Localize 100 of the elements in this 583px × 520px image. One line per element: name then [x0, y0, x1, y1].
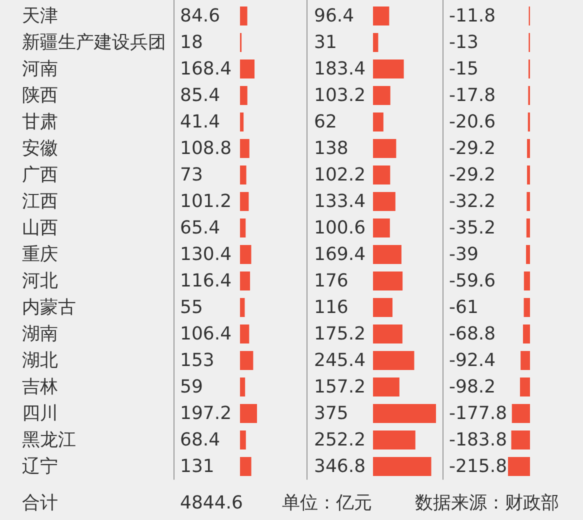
y-tick-label: 安徽 — [22, 138, 58, 159]
data-label: 183.4 — [314, 58, 366, 80]
data-label: -177.8 — [449, 403, 508, 424]
bar — [240, 60, 255, 78]
bar — [373, 33, 378, 52]
data-label: 103.2 — [314, 85, 366, 106]
y-tick-label: 新疆生产建设兵团 — [22, 32, 166, 53]
data-label: 55 — [180, 297, 203, 318]
bar — [240, 112, 244, 132]
data-label: -183.8 — [449, 430, 508, 450]
data-label: -35.2 — [449, 218, 496, 238]
y-tick-label: 天津 — [22, 6, 58, 26]
text: 单位：亿元 — [282, 492, 372, 514]
bar — [373, 457, 432, 476]
y-tick-label: 四川 — [22, 403, 58, 424]
y-tick-label: 辽宁 — [22, 456, 58, 477]
bar — [373, 139, 396, 158]
data-label: -15 — [449, 58, 478, 80]
data-label: 176 — [314, 270, 348, 292]
data-label: -17.8 — [449, 85, 496, 106]
bar — [240, 139, 250, 158]
data-label: -13 — [449, 32, 478, 53]
data-label: -98.2 — [449, 376, 496, 398]
data-label: -29.2 — [449, 164, 496, 186]
data-label: 346.8 — [314, 456, 366, 477]
bar — [240, 378, 246, 396]
data-label: 96.4 — [314, 6, 354, 26]
data-label: -68.8 — [449, 324, 496, 344]
y-tick-label: 山西 — [22, 218, 58, 238]
bar — [240, 298, 245, 317]
bar — [240, 6, 248, 26]
bar — [240, 430, 246, 450]
data-label: 85.4 — [180, 85, 220, 106]
data-label: 84.6 — [180, 6, 220, 26]
data-label: -20.6 — [449, 112, 496, 132]
bar — [373, 218, 390, 238]
bar — [373, 166, 390, 184]
data-label: 168.4 — [180, 58, 232, 80]
bar — [373, 6, 390, 26]
data-label: 73 — [180, 164, 203, 186]
bar — [240, 218, 246, 238]
data-label: -39 — [449, 244, 478, 265]
bar — [373, 112, 384, 132]
bar — [240, 324, 250, 344]
data-label: 169.4 — [314, 244, 366, 265]
y-tick-label: 河北 — [22, 270, 58, 292]
data-label: -32.2 — [449, 191, 496, 212]
source-note: 数据来源：财政部 — [415, 492, 559, 514]
bar — [240, 272, 250, 290]
data-label: -92.4 — [449, 350, 496, 371]
data-label: 157.2 — [314, 376, 366, 398]
data-label: 102.2 — [314, 164, 366, 186]
y-tick-label: 黑龙江 — [22, 430, 76, 450]
data-label: 65.4 — [180, 218, 220, 238]
bar — [240, 166, 246, 184]
bar — [373, 404, 436, 423]
bar — [240, 457, 252, 476]
text: 4844.6 — [180, 492, 243, 514]
bar — [240, 192, 249, 211]
bar — [373, 298, 392, 317]
y-tick-label: 湖南 — [22, 324, 58, 344]
data-label: 245.4 — [314, 350, 366, 371]
data-label: -215.8 — [449, 456, 508, 477]
y-tick-label: 甘肃 — [22, 112, 58, 132]
data-label: 18 — [180, 32, 203, 53]
data-label: 375 — [314, 403, 348, 424]
data-label: 116 — [314, 297, 348, 318]
data-label: 130.4 — [180, 244, 232, 265]
y-tick-label: 河南 — [22, 58, 58, 80]
data-label: 116.4 — [180, 270, 232, 292]
data-label: 41.4 — [180, 112, 220, 132]
bar — [373, 378, 400, 396]
data-label: -11.8 — [449, 6, 496, 26]
bar — [373, 86, 390, 105]
data-label: 62 — [314, 112, 337, 132]
data-label: 133.4 — [314, 191, 366, 212]
y-tick-label: 湖北 — [22, 350, 58, 371]
data-label: 31 — [314, 32, 337, 53]
data-label: 59 — [180, 376, 203, 398]
data-label: 68.4 — [180, 430, 220, 450]
data-label: -29.2 — [449, 138, 496, 159]
bar — [373, 430, 416, 450]
bar — [240, 404, 257, 423]
bar — [240, 86, 248, 105]
data-label: -59.6 — [449, 270, 496, 292]
data-label: 100.6 — [314, 218, 366, 238]
y-tick-label: 吉林 — [22, 376, 58, 398]
bar — [240, 245, 252, 264]
bar — [373, 192, 396, 211]
data-label: 252.2 — [314, 430, 366, 450]
y-tick-label: 陕西 — [22, 85, 58, 106]
y-tick-label: 广西 — [22, 164, 58, 186]
bar — [373, 351, 414, 370]
data-label: 197.2 — [180, 403, 232, 424]
bar — [373, 324, 402, 344]
data-label: 153 — [180, 350, 214, 371]
y-tick-label: 重庆 — [22, 244, 58, 265]
data-label: 138 — [314, 138, 348, 159]
data-label: 101.2 — [180, 191, 232, 212]
data-label: 175.2 — [314, 324, 366, 344]
